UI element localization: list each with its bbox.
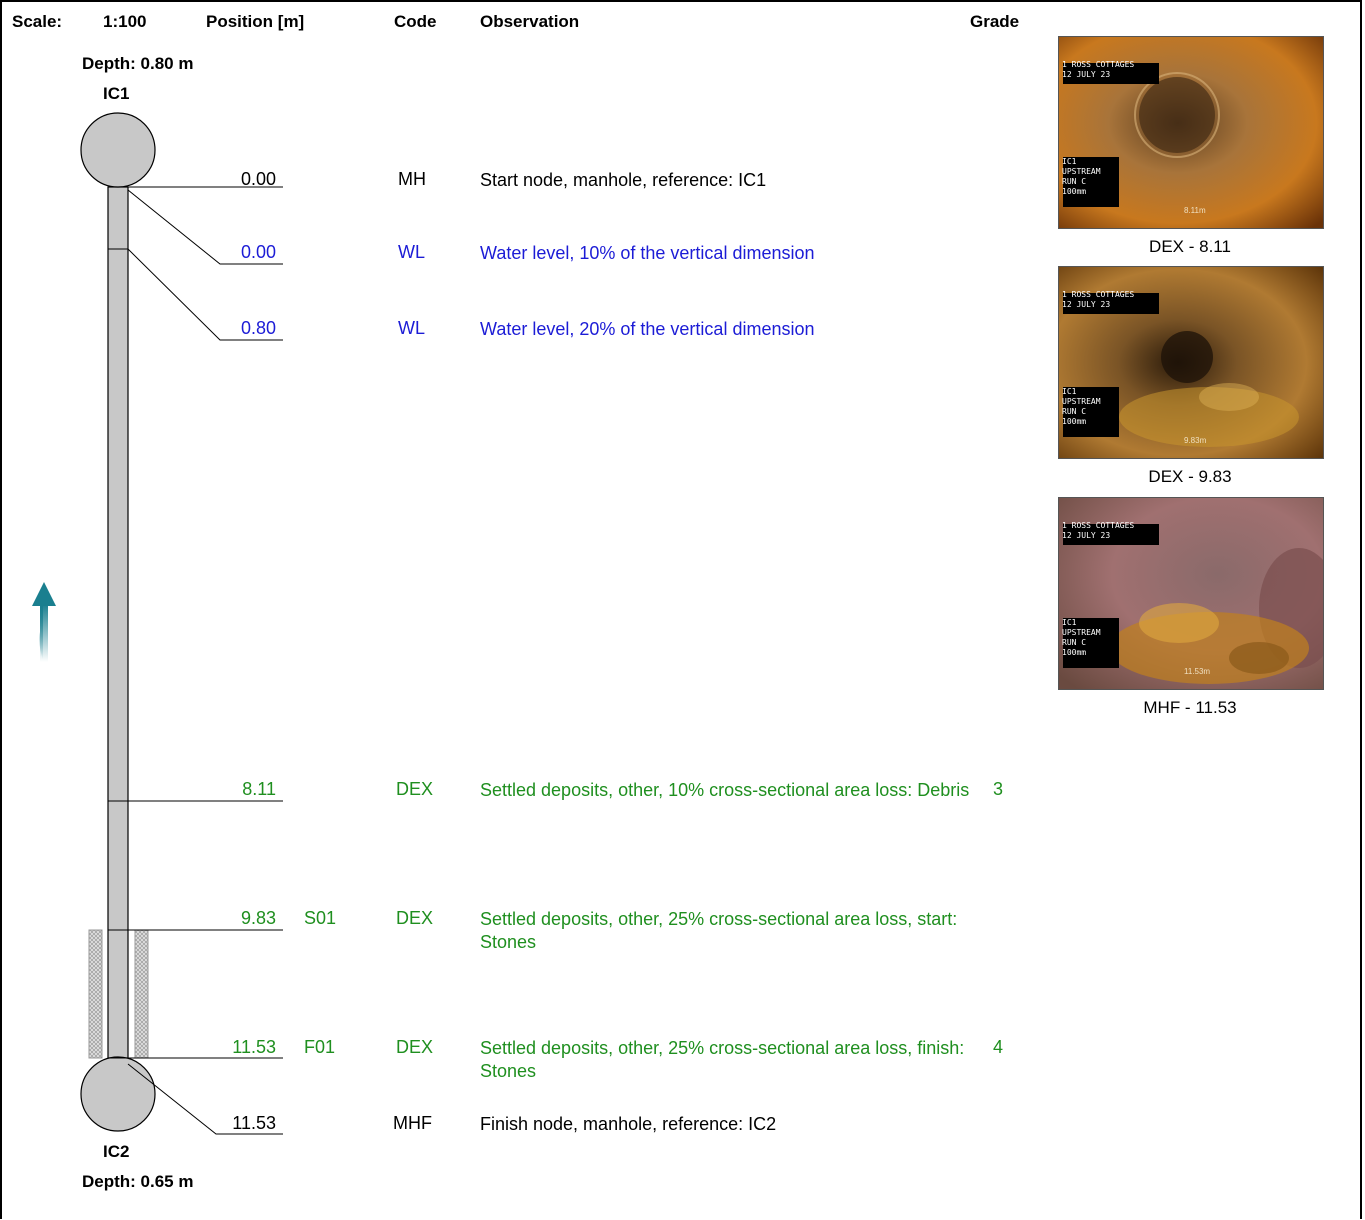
start-manhole-icon (80, 112, 156, 188)
grade-column-header: Grade (970, 12, 1020, 31)
grade-value: 3 (993, 779, 1004, 799)
pipe-body (107, 186, 129, 1059)
observation-text: Water level, 10% of the vertical dimensi… (480, 243, 815, 263)
deposit-band-right (134, 929, 149, 1059)
code-value: WL (398, 242, 425, 262)
position-value: 11.53 (232, 1037, 276, 1057)
observation-text: Finish node, manhole, reference: IC2 (480, 1114, 777, 1134)
photo-1-overlay-top: 1 ROSS COTTAGES 12 JULY 23 (1062, 60, 1135, 79)
photo-1-caption: DEX - 8.11 (1149, 237, 1231, 256)
photo-3-caption: MHF - 11.53 (1143, 698, 1237, 717)
position-value: 11.53 (232, 1113, 276, 1133)
code-value: DEX (396, 1037, 434, 1057)
continuous-defect-ref: S01 (304, 908, 337, 928)
finish-node-depth: Depth: 0.65 m (82, 1172, 194, 1191)
cctv-photo-1[interactable] (1058, 36, 1324, 229)
photo-2-distance: 9.83m (1184, 436, 1207, 445)
position-column-header: Position [m] (206, 12, 305, 31)
photo-2-overlay-bottom: IC1 UPSTREAM RUN C 100mm (1062, 387, 1101, 426)
observation-text: Settled deposits, other, 25% cross-secti… (480, 1038, 965, 1081)
finish-manhole-icon (80, 1056, 156, 1132)
observation-text: Settled deposits, other, 25% cross-secti… (480, 909, 958, 952)
upward-flow-arrow-icon (32, 582, 56, 662)
observation-text: Settled deposits, other, 10% cross-secti… (480, 780, 970, 800)
code-value: MHF (393, 1113, 432, 1133)
grade-value: 4 (993, 1037, 1004, 1057)
position-value: 0.00 (240, 169, 276, 189)
start-node-name: IC1 (103, 84, 130, 103)
photo-1-distance: 8.11m (1184, 206, 1206, 215)
code-column-header: Code (394, 12, 437, 31)
photo-3-distance: 11.53m (1184, 667, 1211, 676)
observation-text: Start node, manhole, reference: IC1 (480, 170, 767, 190)
observation-text: Water level, 20% of the vertical dimensi… (480, 319, 815, 339)
position-value: 9.83 (240, 908, 276, 928)
code-value: DEX (396, 779, 434, 799)
position-value: 8.11 (242, 779, 276, 799)
scale-value: 1:100 (103, 12, 147, 31)
continuous-defect-ref: F01 (304, 1037, 336, 1057)
position-value: 0.00 (240, 242, 276, 262)
photo-1-overlay-bottom: IC1 UPSTREAM RUN C 100mm (1062, 157, 1101, 196)
deposit-band-left (88, 929, 103, 1059)
code-value: MH (398, 169, 426, 189)
position-value: 0.80 (240, 318, 276, 338)
photo-2-overlay-top: 1 ROSS COTTAGES 12 JULY 23 (1062, 290, 1135, 309)
code-value: WL (398, 318, 425, 338)
cctv-photo-2[interactable] (1058, 266, 1324, 459)
photo-2-caption: DEX - 9.83 (1148, 467, 1232, 486)
cctv-photo-3[interactable] (1058, 497, 1324, 690)
photo-3-overlay-bottom: IC1 UPSTREAM RUN C 100mm (1062, 618, 1101, 657)
scale-label: Scale: (12, 12, 63, 31)
finish-node-name: IC2 (103, 1142, 130, 1161)
start-node-depth: Depth: 0.80 m (82, 54, 194, 73)
photo-3-overlay-top: 1 ROSS COTTAGES 12 JULY 23 (1062, 521, 1135, 540)
observation-column-header: Observation (480, 12, 580, 31)
code-value: DEX (396, 908, 434, 928)
